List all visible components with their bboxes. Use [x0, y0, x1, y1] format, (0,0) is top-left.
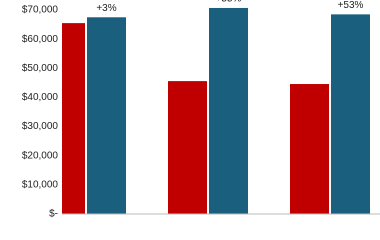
y-tick-label: $40,000: [22, 92, 59, 103]
bar: [87, 17, 126, 214]
chart: $- $10,000 $20,000 $30,000 $40,000 $50,000 $60…: [22, 0, 380, 220]
bar: [168, 81, 207, 214]
bar: [331, 14, 370, 214]
y-tick-label: $-: [49, 209, 58, 220]
annotation: +3%: [96, 3, 116, 14]
bar: [290, 84, 329, 214]
bar: [209, 7, 248, 214]
y-tick-label: $10,000: [22, 179, 59, 190]
y-tick-label: $50,000: [22, 63, 59, 74]
y-tick-label: $70,000: [22, 5, 59, 16]
y-tick-label: $30,000: [22, 121, 59, 132]
y-tick-label: $60,000: [22, 34, 59, 45]
plot-area: [62, 7, 370, 214]
bar: [62, 23, 85, 214]
y-tick-label: $20,000: [22, 150, 59, 161]
annotation: +55%: [216, 0, 242, 5]
annotation: +53%: [338, 0, 364, 11]
